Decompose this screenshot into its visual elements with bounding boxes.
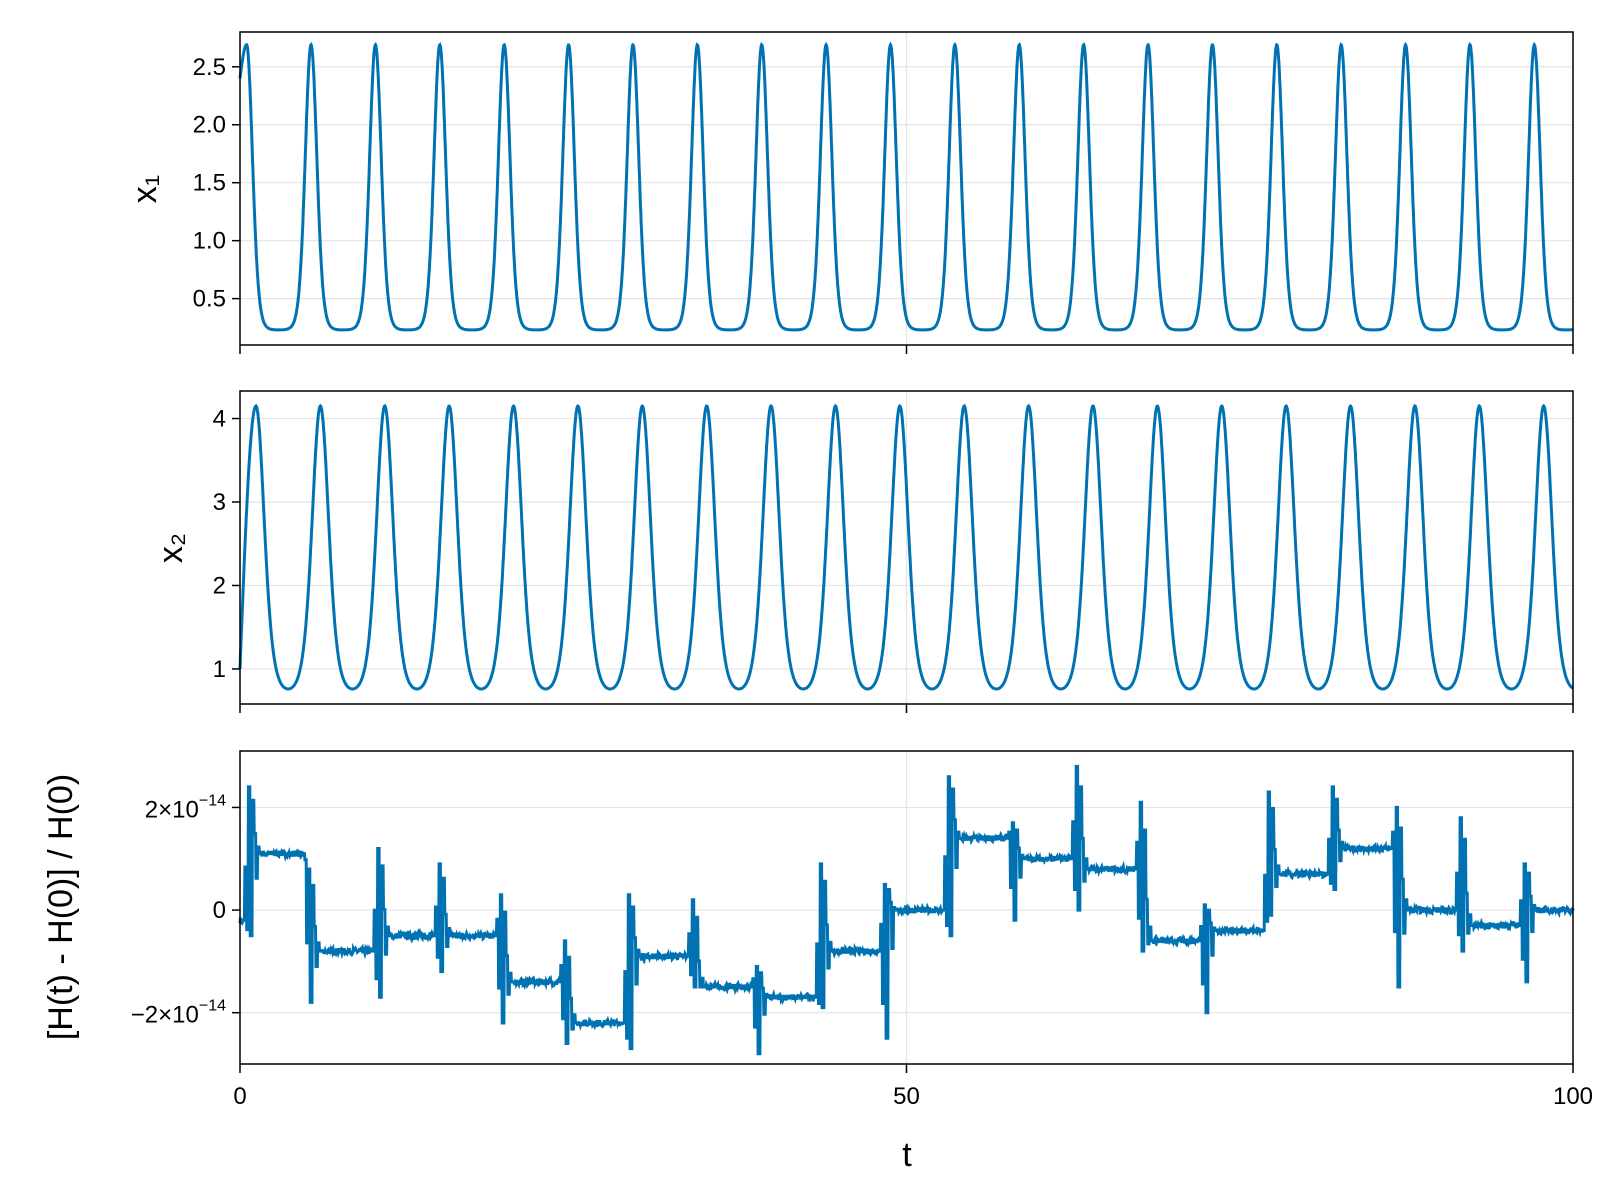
y-tick-label: 2×10−14: [145, 792, 226, 823]
y-tick-label: 3: [213, 489, 226, 516]
y-tick-label: 4: [213, 406, 226, 433]
y-tick-label: 2.0: [193, 112, 226, 139]
x2-series-line: [238, 403, 1574, 691]
x2-y-ticks: 1 2 3 4: [213, 406, 240, 683]
y-tick-label: −2×10−14: [131, 998, 226, 1029]
y-tick-label: 1.5: [193, 170, 226, 197]
x2-x-ticks: [239, 704, 1574, 713]
y-tick-label: 2: [213, 572, 226, 599]
t-x-axis-label: t: [902, 1136, 912, 1174]
y-tick-label: 0.5: [193, 286, 226, 313]
x1-y-axis-label: x₁: [126, 175, 164, 203]
x1-y-ticks: 0.5 1.0 1.5 2.0 2.5: [193, 54, 240, 313]
panel-x2: 1 2 3 4 x₂: [152, 390, 1574, 713]
x1-x-ticks: [239, 345, 1574, 354]
x-tick-label: 100: [1553, 1083, 1593, 1110]
x2-y-axis-label: x₂: [152, 533, 190, 563]
x-tick-label: 0: [233, 1083, 246, 1110]
x1-series-line: [238, 41, 1574, 332]
panel-energy-error: 2×10−14 0 −2×10−14 0 50 100 [H(t) - H(0)] / …: [42, 750, 1593, 1174]
energy-y-axis-label: [H(t) - H(0)] / H(0): [42, 774, 80, 1040]
energy-x-ticks: 0 50 100: [233, 1064, 1593, 1110]
y-tick-label: 1.0: [193, 228, 226, 255]
x2-gridlines: [239, 391, 1574, 704]
panel-x1: 0.5 1.0 1.5 2.0 2.5 x₁: [126, 31, 1574, 354]
energy-error-series-line: [238, 764, 1575, 1056]
x1-gridlines: [239, 32, 1574, 345]
y-tick-label: 0: [213, 897, 226, 924]
y-tick-label: 1: [213, 656, 226, 683]
energy-y-ticks: 2×10−14 0 −2×10−14: [131, 792, 240, 1029]
y-tick-label: 2.5: [193, 54, 226, 81]
x-tick-label: 50: [893, 1083, 920, 1110]
